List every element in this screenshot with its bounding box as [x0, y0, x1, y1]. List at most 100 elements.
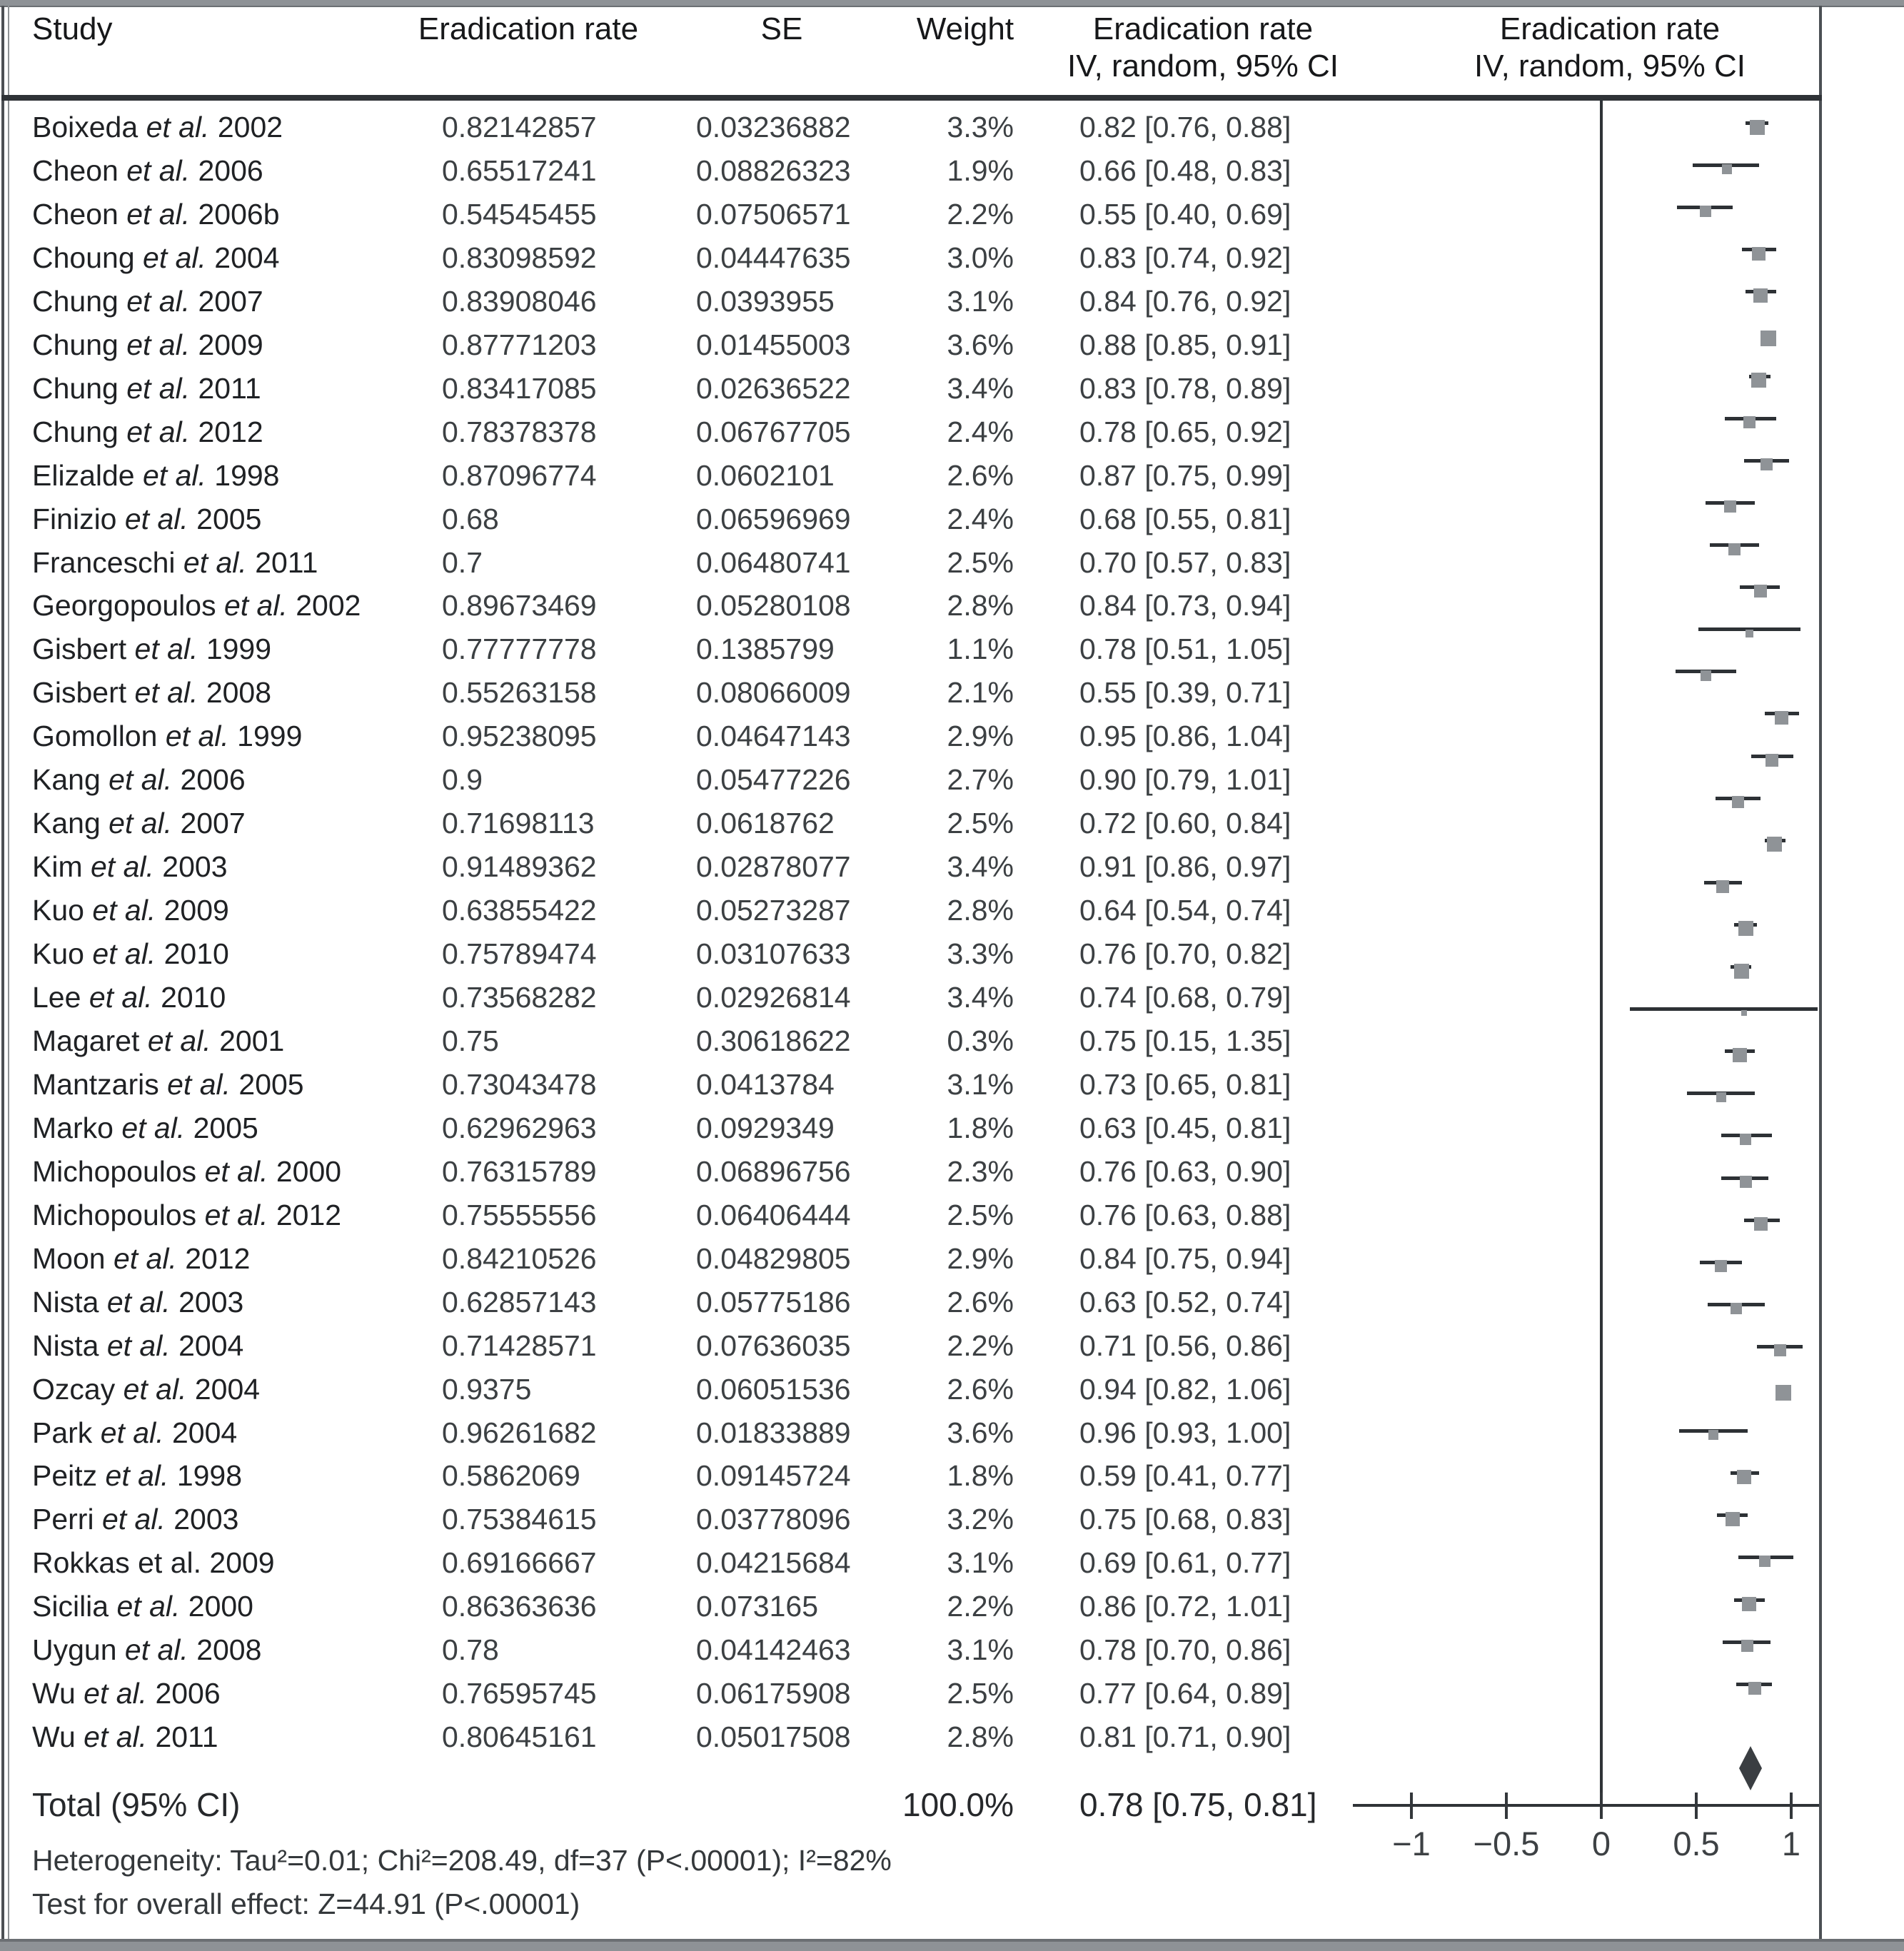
study-year: 2009: [198, 328, 263, 361]
se-value: 0.02878077: [696, 850, 851, 884]
study-etal: et al.: [126, 328, 198, 361]
study-author: Uygun: [32, 1633, 125, 1667]
effect-square: [1741, 1010, 1747, 1017]
study-etal: et al.: [121, 1111, 193, 1144]
rate-value: 0.87096774: [442, 458, 597, 492]
header-rule: [1, 95, 1822, 101]
ci-value: 0.83 [0.78, 0.89]: [1079, 371, 1291, 405]
se-value: 0.01833889: [696, 1416, 851, 1449]
axis-tick: [1410, 1793, 1413, 1819]
study-year: 1998: [214, 458, 280, 492]
weight-value: 2.5%: [947, 1198, 1014, 1231]
weight-value: 1.9%: [947, 153, 1014, 187]
effect-square: [1758, 1556, 1770, 1568]
se-value: 0.06596969: [696, 502, 851, 535]
study-author: Boixeda: [32, 111, 146, 143]
rate-value: 0.91489362: [442, 850, 597, 884]
effect-square: [1742, 1596, 1757, 1611]
study-label: Chung et al. 2011: [32, 370, 432, 407]
effect-square: [1700, 206, 1712, 218]
top-frame-line: [0, 6, 1904, 7]
weight-value: 2.1%: [947, 676, 1014, 710]
effect-square: [1733, 1048, 1748, 1063]
study-label: Moon et al. 2012: [32, 1240, 432, 1277]
study-etal: et al.: [84, 1720, 156, 1754]
rate-value: 0.76595745: [442, 1677, 597, 1710]
se-value: 0.02926814: [696, 981, 851, 1014]
study-label: Nista et al. 2003: [32, 1284, 432, 1321]
se-value: 0.04647143: [696, 720, 851, 753]
bottom-frame-bar: [0, 1942, 1904, 1951]
ci-value: 0.95 [0.86, 1.04]: [1079, 720, 1291, 753]
effect-square: [1741, 1640, 1754, 1653]
study-label: Magaret et al. 2001: [32, 1022, 432, 1059]
pooled-diamond: [1739, 1746, 1762, 1790]
study-author: Elizalde: [32, 458, 143, 492]
study-etal: et al.: [124, 1633, 197, 1667]
study-etal: et al.: [142, 458, 215, 492]
weight-value: 3.4%: [947, 981, 1014, 1014]
study-label: Uygun et al. 2008: [32, 1631, 432, 1668]
study-label: Lee et al. 2010: [32, 979, 432, 1016]
study-author: Choung: [32, 241, 143, 274]
ci-value: 0.70 [0.57, 0.83]: [1079, 545, 1291, 579]
ci-value: 0.63 [0.52, 0.74]: [1079, 1285, 1291, 1319]
axis-tick-label: 0: [1591, 1825, 1611, 1862]
ci-value: 0.81 [0.71, 0.90]: [1079, 1720, 1291, 1754]
bottom-frame-line: [0, 1939, 1904, 1942]
study-author: Sicilia: [32, 1590, 117, 1623]
axis-tick-label: 1: [1781, 1825, 1801, 1862]
effect-square: [1715, 1260, 1728, 1273]
study-etal: et al.: [92, 937, 164, 971]
weight-value: 3.1%: [947, 284, 1014, 318]
study-year: 2000: [276, 1154, 342, 1188]
effect-square: [1700, 670, 1711, 681]
ci-value: 0.76 [0.63, 0.88]: [1079, 1198, 1291, 1231]
study-etal: et al.: [92, 894, 164, 927]
study-label: Kang et al. 2007: [32, 805, 432, 842]
effect-square: [1754, 585, 1768, 598]
weight-value: 3.6%: [947, 328, 1014, 361]
rate-value: 0.78378378: [442, 415, 597, 448]
effect-square: [1724, 500, 1737, 513]
study-etal: et al.: [204, 1198, 276, 1231]
se-value: 0.03778096: [696, 1503, 851, 1536]
study-label: Kang et al. 2006: [32, 761, 432, 798]
se-value: 0.0413784: [696, 1067, 835, 1101]
study-year: 2011: [155, 1720, 218, 1754]
study-label: Park et al. 2004: [32, 1414, 432, 1451]
se-value: 0.1385799: [696, 632, 835, 666]
ci-value: 0.76 [0.63, 0.90]: [1079, 1154, 1291, 1188]
ci-value: 0.63 [0.45, 0.81]: [1079, 1111, 1291, 1144]
ci-value: 0.69 [0.61, 0.77]: [1079, 1546, 1291, 1580]
effect-square: [1732, 796, 1745, 809]
study-author: Chung: [32, 415, 127, 448]
rate-value: 0.75384615: [442, 1503, 597, 1536]
study-year: 2012: [198, 415, 263, 448]
se-value: 0.09145724: [696, 1459, 851, 1493]
study-year: 2007: [180, 807, 246, 840]
study-year: 2004: [178, 1329, 244, 1362]
study-author: Cheon: [32, 197, 127, 231]
study-etal: et al.: [84, 1677, 156, 1710]
study-label: Wu et al. 2011: [32, 1718, 432, 1755]
se-value: 0.0618762: [696, 807, 835, 840]
ci-value: 0.75 [0.68, 0.83]: [1079, 1503, 1291, 1536]
study-year: 2006: [180, 763, 246, 797]
weight-value: 2.5%: [947, 1677, 1014, 1710]
study-author: Wu: [32, 1677, 84, 1710]
effect-square: [1725, 1512, 1740, 1527]
column-header-study: Study: [32, 11, 113, 46]
study-label: Rokkas et al. 2009: [32, 1544, 432, 1581]
weight-value: 3.3%: [947, 111, 1014, 143]
se-value: 0.05280108: [696, 589, 851, 622]
study-label: Finizio et al. 2005: [32, 500, 432, 538]
ci-value: 0.74 [0.68, 0.79]: [1079, 981, 1291, 1014]
se-value: 0.03107633: [696, 937, 851, 971]
weight-value: 3.4%: [947, 850, 1014, 884]
study-etal: et al.: [101, 1503, 174, 1536]
effect-square: [1734, 963, 1750, 979]
rate-value: 0.69166667: [442, 1546, 597, 1580]
se-value: 0.03236882: [696, 111, 851, 143]
